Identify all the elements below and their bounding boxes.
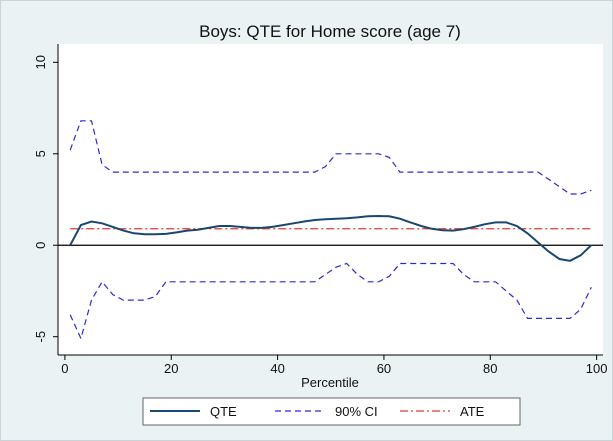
legend-label: QTE [210,404,237,419]
ci-line [69,262,592,341]
x-tick-label: 0 [61,361,68,376]
legend-label: ATE [460,404,485,419]
ci-line [69,120,592,195]
plot-region [58,44,603,355]
legend-label: 90% CI [335,404,378,419]
x-tick-label: 100 [586,361,608,376]
chart-title: Boys: QTE for Home score (age 7) [199,22,461,41]
x-axis-title: Percentile [301,375,359,390]
x-tick-label: 40 [270,361,284,376]
legend [142,397,521,426]
qte-line [69,214,592,262]
x-tick-label: 20 [164,361,178,376]
y-tick-label: -5 [33,331,48,343]
y-tick-label: 0 [33,242,48,249]
y-tick-label: 10 [33,55,48,69]
x-tick-label: 60 [377,361,391,376]
x-tick-label: 80 [483,361,497,376]
y-tick-label: 5 [33,150,48,157]
